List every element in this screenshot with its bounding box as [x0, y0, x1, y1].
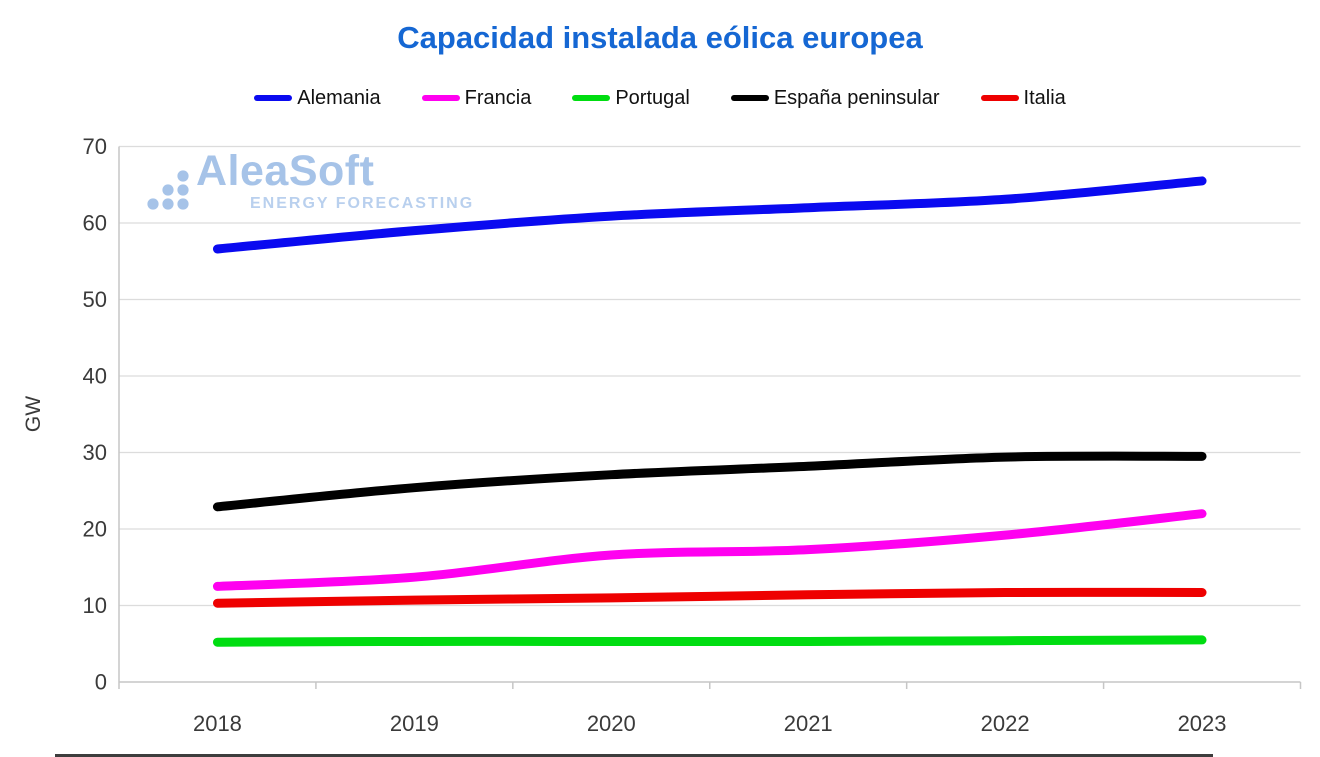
- legend-label: Francia: [464, 87, 532, 109]
- x-axis-tick-label-2020: 2020: [587, 711, 636, 736]
- window-bottom-edge: [55, 754, 1213, 757]
- y-axis-tick-label: 50: [83, 287, 107, 312]
- aleasoft-watermark: AleaSoft ENERGY FORECASTING: [146, 150, 486, 220]
- legend-item-francia: Francia: [421, 87, 532, 109]
- legend-item-alemania: Alemania: [254, 87, 381, 109]
- x-axis-tick-label-2022: 2022: [981, 711, 1030, 736]
- legend-swatch-alemania: [254, 95, 293, 101]
- x-axis-tick-label-2023: 2023: [1178, 711, 1227, 736]
- y-axis-title: GW: [22, 396, 45, 432]
- logo-dot: [147, 198, 159, 210]
- logo-dot: [177, 170, 189, 182]
- logo-dot: [162, 198, 174, 210]
- legend-label: España peninsular: [773, 87, 940, 109]
- logo-dot: [177, 198, 189, 210]
- legend-item-italia: Italia: [980, 87, 1066, 109]
- legend-label: Portugal: [615, 87, 690, 109]
- watermark-brand-name: AleaSoft: [196, 147, 375, 195]
- x-axis-tick-label-2021: 2021: [784, 711, 833, 736]
- chart-title: Capacidad instalada eólica europea: [397, 20, 923, 55]
- legend-swatch-italia: [980, 95, 1019, 101]
- chart-legend: Alemania Francia Portugal España peninsular…: [0, 88, 1320, 108]
- y-axis-tick-label: 30: [83, 440, 107, 465]
- watermark-tagline: ENERGY FORECASTING: [250, 195, 475, 212]
- legend-swatch-portugal: [572, 95, 611, 101]
- legend-label: Italia: [1023, 87, 1066, 109]
- logo-dot: [177, 184, 189, 196]
- x-axis-tick-label-2018: 2018: [193, 711, 242, 736]
- x-axis-tick-label-2019: 2019: [390, 711, 439, 736]
- series-line-portugal: [212, 635, 1207, 647]
- series-line-italia: [212, 587, 1207, 608]
- series-line-alemania: [212, 176, 1207, 254]
- logo-dot: [162, 184, 174, 196]
- series-line-francia: [212, 509, 1207, 591]
- legend-item-portugal: Portugal: [572, 88, 690, 108]
- series-line-espana-peninsular: [212, 451, 1207, 512]
- y-axis-tick-label: 70: [83, 134, 107, 159]
- y-axis-tick-label: 0: [95, 670, 107, 695]
- y-axis-tick-label: 10: [83, 593, 107, 618]
- legend-swatch-espana-peninsular: [730, 95, 769, 101]
- aleasoft-dots-logo-icon: [147, 170, 189, 210]
- y-axis-tick-label: 20: [83, 517, 107, 542]
- legend-swatch-francia: [421, 95, 460, 101]
- legend-label: Alemania: [297, 87, 381, 109]
- legend-item-espana-peninsular: España peninsular: [730, 87, 940, 109]
- y-axis-tick-label: 60: [83, 211, 107, 236]
- y-axis-tick-label: 40: [83, 364, 107, 389]
